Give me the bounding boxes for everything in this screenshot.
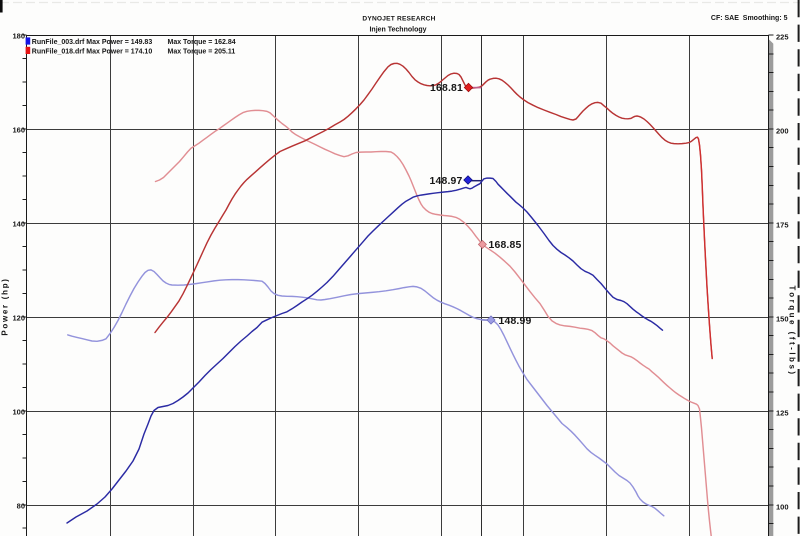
svg-text:RunFile_003.drf Max Power = 14: RunFile_003.drf Max Power = 149.83 Max To… — [32, 39, 236, 46]
svg-text:200: 200 — [776, 127, 789, 136]
svg-text:140: 140 — [12, 220, 25, 229]
svg-text:80: 80 — [17, 502, 25, 511]
svg-text:148.97: 148.97 — [430, 176, 463, 187]
svg-text:100: 100 — [12, 408, 25, 417]
svg-text:175: 175 — [776, 221, 789, 230]
svg-text:120: 120 — [12, 314, 25, 323]
svg-text:125: 125 — [776, 409, 789, 418]
svg-text:Power (hp): Power (hp) — [1, 277, 10, 335]
svg-text:RunFile_018.drf Max Power = 17: RunFile_018.drf Max Power = 174.10 Max To… — [32, 49, 236, 56]
svg-text:CF: SAE Smoothing: 5: CF: SAE Smoothing: 5 — [711, 15, 788, 22]
svg-text:168.85: 168.85 — [489, 240, 522, 251]
svg-text:150: 150 — [776, 315, 789, 324]
svg-text:180: 180 — [12, 32, 25, 41]
svg-text:DYNOJET RESEARCH: DYNOJET RESEARCH — [362, 16, 435, 23]
svg-text:168.81: 168.81 — [430, 83, 463, 94]
svg-text:100: 100 — [776, 503, 789, 512]
svg-text:Torque (ft-lbs): Torque (ft-lbs) — [788, 285, 797, 376]
svg-text:148.99: 148.99 — [499, 316, 532, 327]
svg-text:160: 160 — [12, 126, 25, 135]
svg-text:225: 225 — [776, 33, 789, 42]
svg-text:Injen Technology: Injen Technology — [369, 27, 426, 34]
